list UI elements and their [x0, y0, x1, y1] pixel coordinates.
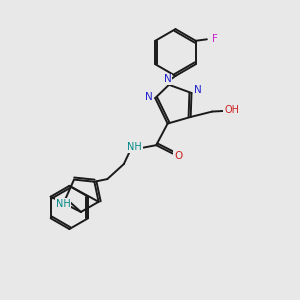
Text: O: O: [174, 151, 182, 161]
Text: N: N: [194, 85, 202, 95]
Text: N: N: [164, 74, 171, 84]
Text: NH: NH: [56, 199, 71, 209]
Text: NH: NH: [127, 142, 142, 152]
Text: OH: OH: [224, 105, 239, 116]
Text: N: N: [145, 92, 152, 102]
Text: F: F: [212, 34, 218, 44]
